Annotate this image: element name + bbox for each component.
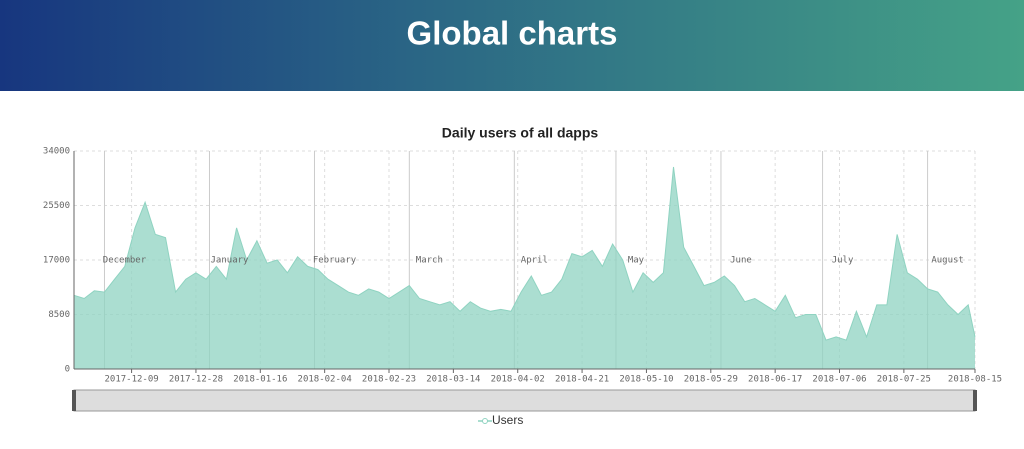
x-tick-label: 2018-07-06 <box>812 375 866 385</box>
y-tick-label: 17000 <box>43 256 70 266</box>
line <box>73 166 976 341</box>
month-label: July <box>832 256 854 266</box>
chart-title: Daily users of all dapps <box>442 125 599 141</box>
month-label: January <box>211 256 250 266</box>
zoom-slider[interactable] <box>73 389 976 412</box>
month-label: February <box>313 256 357 266</box>
x-tick-label: 2018-03-14 <box>426 375 480 385</box>
x-tick-label: 2018-04-02 <box>491 375 545 385</box>
x-tick-label: 2018-08-15 <box>948 375 1002 385</box>
plot: 0 8500 17000 25500 34000 2017-12-09 2017-12-28… <box>43 147 1002 428</box>
x-tick-label: 2017-12-09 <box>104 375 158 385</box>
month-label: March <box>416 256 443 266</box>
zoom-handle[interactable] <box>72 390 76 411</box>
x-tick-label: 2018-02-23 <box>362 375 416 385</box>
page-title: Global charts <box>407 15 618 52</box>
x-tick-label: 2018-06-17 <box>748 375 802 385</box>
area <box>74 167 975 369</box>
y-tick-label: 25500 <box>43 201 70 211</box>
month-label: June <box>730 256 752 266</box>
x-tick-label: 2018-05-10 <box>619 375 673 385</box>
zoom-handle[interactable] <box>973 390 977 411</box>
x-tick-label: 2017-12-28 <box>169 375 223 385</box>
y-tick-label: 34000 <box>43 147 70 157</box>
legend-label: Users <box>492 413 523 427</box>
x-tick-label: 2018-07-25 <box>877 375 931 385</box>
month-label: April <box>521 256 548 266</box>
x-tick-label: 2018-02-04 <box>298 375 352 385</box>
header-banner <box>0 0 1024 91</box>
month-label: May <box>628 256 645 266</box>
month-label: December <box>103 256 147 266</box>
x-tick-label: 2018-01-16 <box>233 375 287 385</box>
y-tick-label: 8500 <box>48 310 70 320</box>
x-tick-label: 2018-05-29 <box>684 375 738 385</box>
x-tick-label: 2018-04-21 <box>555 375 609 385</box>
legend-icon <box>482 418 488 424</box>
y-tick-label: 0 <box>65 365 70 375</box>
month-label: August <box>931 256 964 266</box>
